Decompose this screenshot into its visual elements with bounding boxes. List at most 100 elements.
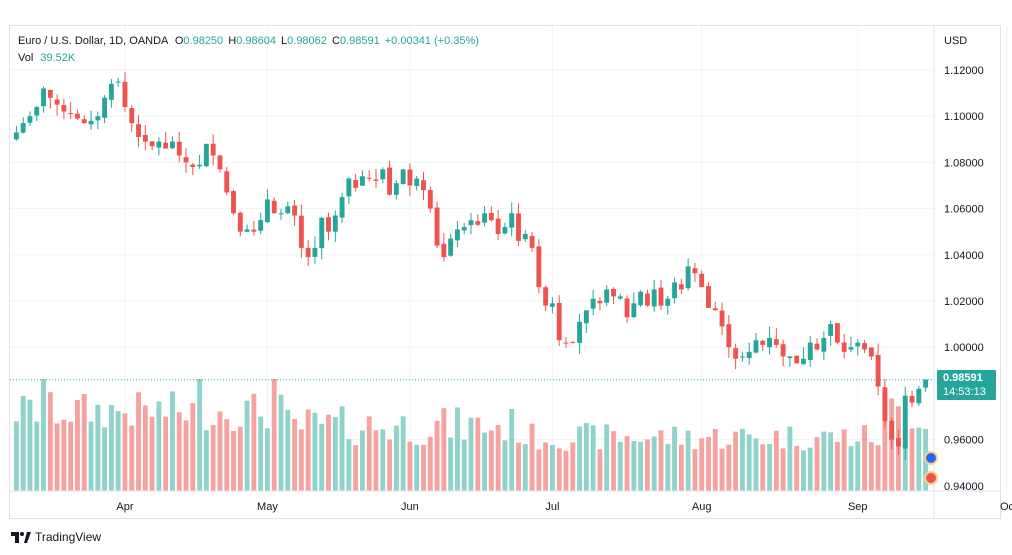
volume-bar: [102, 427, 108, 491]
candle-body: [258, 220, 264, 231]
volume-bar: [590, 425, 596, 491]
event-icons[interactable]: [924, 451, 938, 485]
candle-body: [590, 298, 596, 309]
candle-body: [862, 343, 867, 350]
bar-countdown: 14:53:13: [943, 386, 986, 398]
candle-body: [41, 88, 46, 107]
volume-bar: [231, 430, 236, 491]
candle-body: [400, 169, 406, 184]
volume-bar: [638, 441, 644, 491]
candle-body: [380, 169, 386, 180]
volume-bar: [237, 426, 243, 491]
volume-bar: [739, 428, 745, 491]
volume-bar: [448, 437, 454, 491]
candle-body: [20, 123, 26, 133]
candle-body: [47, 89, 53, 98]
price-tick-label: 1.02000: [944, 296, 984, 308]
candle-body: [163, 142, 169, 149]
volume-bar: [482, 432, 488, 491]
volume-bar: [258, 416, 264, 491]
candle-body: [522, 234, 528, 240]
volume-bar: [468, 417, 474, 491]
volume-bar: [509, 409, 515, 491]
time-tick-label: Jun: [401, 501, 419, 513]
candle-body: [583, 310, 589, 324]
legend-symbol[interactable]: Euro / U.S. Dollar, 1D, OANDA: [18, 35, 168, 47]
candle-body: [814, 343, 820, 350]
candle-body: [421, 180, 426, 191]
volume-bar: [122, 413, 128, 491]
time-tick-label: Jul: [545, 501, 559, 513]
volume-bar: [746, 434, 752, 491]
volume-bar: [733, 431, 739, 491]
volume-bar: [807, 447, 813, 491]
legend-low-label: L: [281, 35, 288, 47]
candle-body: [882, 387, 888, 422]
volume-bar: [577, 426, 583, 491]
volume-bar: [244, 400, 250, 491]
volume-bar: [68, 421, 74, 491]
legend-vol-label[interactable]: Vol: [18, 52, 34, 64]
volume-bar: [129, 425, 135, 491]
legend-close: 0.98591: [339, 35, 380, 47]
candle-body: [156, 141, 162, 148]
volume-bar: [814, 437, 820, 491]
currency-label: USD: [944, 35, 967, 47]
volume-bar: [183, 420, 189, 491]
candle-body: [122, 81, 128, 107]
tradingview-logo-icon: [11, 531, 31, 543]
volume-bar: [787, 426, 793, 491]
volume-bar: [882, 395, 888, 491]
candle-body: [712, 308, 718, 311]
candle-body: [509, 213, 515, 228]
legend-high: 0.98604: [236, 35, 276, 47]
candle-body: [34, 106, 40, 116]
candle-body: [529, 236, 535, 248]
volume-bar: [156, 401, 162, 491]
candle-body: [685, 266, 691, 289]
volume-bar: [115, 411, 121, 491]
volume-bar: [353, 445, 359, 491]
candle-body: [278, 213, 284, 215]
volume-bar: [203, 430, 209, 491]
volume-bar: [434, 420, 440, 491]
candle-body: [760, 340, 766, 345]
time-tick-label: Apr: [116, 501, 133, 513]
candle-body: [780, 344, 786, 357]
volume-bar: [34, 421, 40, 491]
price-axis[interactable]: 1.12000 1.10000 1.08000 1.06000 1.04000 1.020…: [944, 65, 984, 493]
volume-bar: [190, 403, 196, 491]
candle-body: [875, 354, 881, 387]
volume-bar: [916, 427, 922, 491]
footer-brand[interactable]: TradingView: [11, 529, 101, 545]
volume-bar: [271, 379, 277, 491]
candle-body: [176, 141, 182, 156]
volume-bar: [47, 392, 53, 491]
volume-bar: [712, 428, 718, 491]
volume-bar: [563, 450, 569, 491]
candle-body: [170, 141, 175, 149]
volume-bar: [407, 441, 413, 491]
time-axis[interactable]: Apr May Jun Jul Aug Sep Oc: [116, 501, 1012, 513]
dividends-icon: [924, 451, 938, 465]
volume-bar: [210, 425, 216, 491]
volume-bar: [570, 442, 576, 491]
volume-bars: [13, 379, 929, 491]
volume-bar: [773, 430, 779, 491]
candle-body: [312, 247, 318, 257]
volume-bar: [326, 414, 331, 491]
candle-body: [434, 207, 440, 246]
last-price-badge: 0.98591 14:53:13: [937, 370, 996, 400]
volume-bar: [197, 379, 203, 491]
candle-body: [265, 199, 270, 223]
candle-body: [68, 113, 74, 115]
volume-bar: [441, 408, 447, 491]
candle-body: [305, 247, 311, 258]
legend-ohlc: Euro / U.S. Dollar, 1D, OANDA O0.98250 H…: [18, 35, 479, 47]
volume-bar: [332, 417, 338, 491]
candle-body: [855, 342, 861, 347]
candle-body: [393, 183, 399, 195]
candle-body: [651, 289, 657, 307]
candle-body: [767, 337, 772, 348]
